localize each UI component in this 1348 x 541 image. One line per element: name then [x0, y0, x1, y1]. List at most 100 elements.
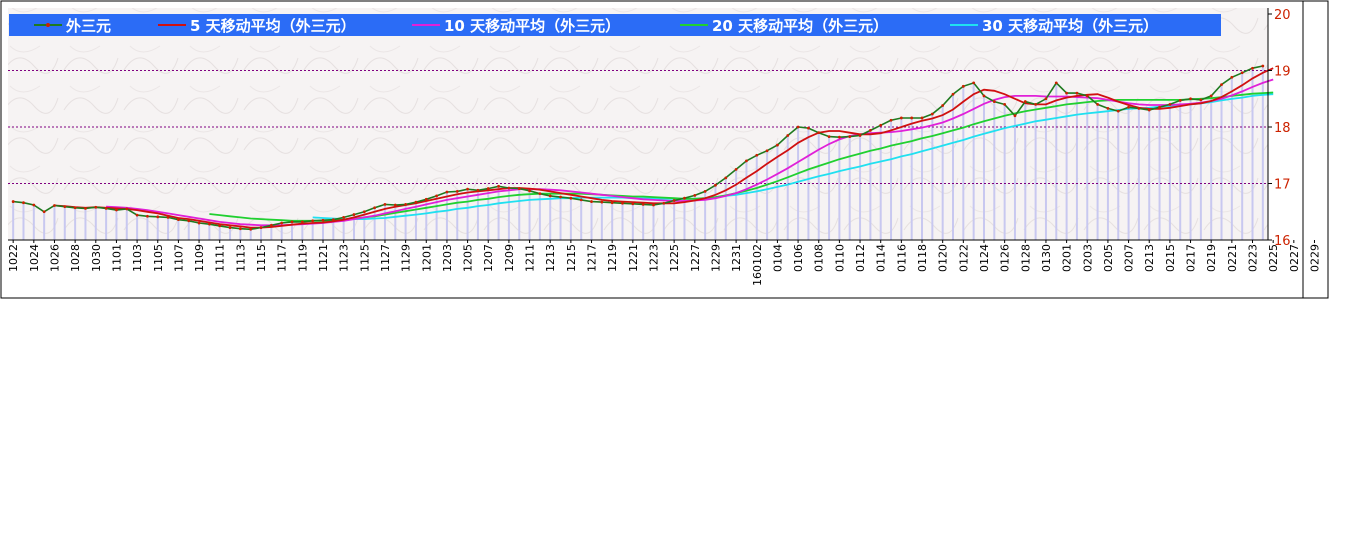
spot-point-20: [218, 224, 222, 228]
bar-50: [528, 190, 531, 240]
bar-117: [1220, 84, 1223, 240]
bar-30: [322, 220, 324, 240]
x-tick-label-9: 1109: [193, 244, 206, 272]
legend-marker-spot: [46, 23, 50, 27]
bar-79: [828, 136, 831, 240]
x-tick-label-21: 1203: [441, 244, 454, 272]
bar-66: [693, 195, 696, 240]
spot-point-44: [466, 187, 469, 191]
x-tick-label-22: 1205: [462, 244, 475, 272]
x-tick-label-6: 1103: [131, 244, 144, 272]
spot-point-65: [683, 196, 686, 200]
x-tick-label-2: 1026: [48, 244, 61, 272]
bar-12: [136, 215, 139, 240]
x-tick-label-18: 1127: [379, 244, 392, 272]
bar-39: [414, 202, 417, 240]
bar-76: [797, 127, 800, 240]
spot-point-27: [290, 220, 294, 224]
spot-point-47: [497, 184, 500, 188]
bar-49: [518, 188, 521, 240]
x-tick-label-53: 0205: [1102, 244, 1115, 272]
legend-label-ma30: 30 天移动平均（外三元）: [982, 17, 1158, 35]
bar-63: [662, 203, 665, 240]
bar-19: [208, 224, 211, 240]
x-tick-label-45: 0120: [937, 244, 950, 272]
bar-121: [1261, 65, 1264, 240]
spot-point-59: [621, 201, 624, 205]
bar-58: [611, 202, 614, 240]
bar-45: [476, 190, 479, 240]
spot-point-120: [1251, 66, 1254, 70]
spot-point-7: [84, 206, 87, 210]
bar-120: [1251, 68, 1254, 241]
bar-105: [1096, 104, 1099, 241]
bar-1: [22, 202, 25, 240]
spot-point-11: [125, 207, 129, 211]
spot-point-22: [238, 227, 242, 231]
x-tick-label-48: 0126: [999, 244, 1012, 272]
bar-114: [1189, 98, 1192, 240]
bar-56: [590, 201, 593, 240]
spot-point-84: [879, 123, 883, 127]
spot-point-4: [53, 204, 56, 207]
x-tick-label-50: 0130: [1040, 244, 1053, 272]
bar-43: [456, 191, 459, 240]
x-tick-label-12: 1115: [255, 244, 268, 272]
spot-point-16: [177, 218, 180, 222]
bar-102: [1065, 93, 1068, 240]
spot-point-42: [445, 190, 449, 194]
bar-24: [260, 227, 263, 240]
spot-point-64: [672, 199, 676, 202]
spot-point-49: [517, 187, 521, 190]
legend-label-ma10: 10 天移动平均（外三元）: [444, 17, 620, 35]
bar-111: [1158, 107, 1161, 240]
spot-point-104: [1085, 94, 1089, 98]
x-tick-label-14: 1119: [296, 244, 309, 272]
spot-point-1: [22, 201, 25, 205]
spot-point-95: [992, 100, 996, 103]
bar-4: [53, 205, 56, 240]
bar-28: [301, 221, 304, 240]
spot-point-107: [1116, 109, 1120, 113]
x-tick-label-20: 1201: [420, 244, 433, 272]
bar-80: [838, 137, 841, 240]
spot-point-103: [1075, 91, 1079, 95]
spot-point-5: [63, 205, 67, 209]
bar-73: [766, 150, 769, 240]
bar-17: [187, 220, 190, 240]
x-tick-label-46: 0122: [957, 244, 970, 272]
spot-point-6: [73, 206, 77, 210]
spot-point-81: [848, 135, 852, 139]
x-tick-label-16: 1123: [338, 244, 351, 272]
bar-47: [497, 186, 500, 240]
spot-point-101: [1054, 81, 1058, 85]
bar-116: [1210, 95, 1213, 240]
x-tick-label-58: 0219: [1205, 244, 1218, 272]
bar-2: [32, 204, 35, 240]
x-tick-label-41: 0112: [854, 244, 867, 272]
bar-52: [549, 195, 552, 240]
spot-point-66: [693, 193, 697, 197]
y-tick-label-19: 19: [1274, 65, 1291, 80]
spot-point-86: [899, 116, 903, 120]
spot-point-118: [1230, 75, 1234, 79]
bar-3: [43, 211, 46, 240]
spot-point-52: [548, 194, 552, 198]
spot-point-39: [414, 200, 418, 204]
bar-34: [363, 211, 366, 240]
bar-94: [982, 95, 985, 240]
bar-60: [631, 203, 634, 240]
bar-40: [425, 199, 428, 240]
legend-label-ma5: 5 天移动平均（外三元）: [190, 17, 356, 35]
bar-22: [239, 228, 242, 240]
spot-point-9: [104, 206, 108, 210]
x-tick-label-43: 0116: [895, 244, 908, 272]
spot-point-63: [662, 201, 666, 205]
bar-67: [704, 191, 707, 240]
grid-lines: [8, 70, 1268, 184]
spot-point-35: [373, 206, 377, 210]
bar-10: [115, 210, 118, 240]
spot-point-68: [714, 183, 717, 187]
x-tick-label-8: 1107: [172, 244, 185, 272]
